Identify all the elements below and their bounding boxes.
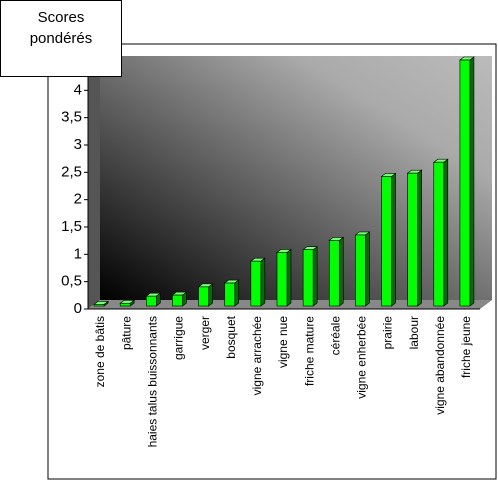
bar-side (234, 279, 240, 307)
bar-side (417, 169, 422, 307)
bar-front (328, 240, 340, 307)
bar-front (433, 161, 445, 307)
bar-front (146, 295, 157, 307)
y-tick-label: 2 (74, 191, 82, 208)
bar-front (381, 176, 392, 307)
bar-front (250, 260, 262, 307)
y-tick-label: 3 (74, 136, 82, 153)
x-tick-label: labour (407, 316, 421, 349)
x-tick-label: zone de bâtis (93, 316, 107, 387)
y-tick-label: 2,5 (61, 163, 82, 180)
bar-side (286, 248, 292, 307)
bar-front (198, 286, 209, 307)
bar-front (224, 282, 236, 307)
x-tick-label: vigne abandonnée (433, 316, 447, 415)
bar (223, 279, 240, 307)
bar (119, 299, 136, 307)
x-tick-label: vigne enherbée (355, 316, 369, 399)
bar (93, 300, 109, 307)
y-tick-label: 1 (74, 245, 82, 262)
bar-front (276, 252, 288, 307)
x-tick-label: céréale (328, 316, 342, 356)
bar-front (459, 59, 471, 307)
bar (432, 158, 449, 307)
x-tick-label: friche jeune (459, 316, 473, 378)
y-tick-label: 4 (74, 81, 82, 98)
x-tick-label: bosquet (224, 315, 238, 358)
x-tick-label: pâture (119, 316, 133, 350)
bar (380, 172, 397, 307)
bar-front (355, 234, 366, 307)
bar-side (208, 283, 213, 307)
bar-side (365, 231, 370, 307)
bar (145, 292, 162, 307)
bar-front (119, 302, 131, 307)
bar (302, 246, 319, 307)
bar (459, 56, 475, 307)
bar-side (469, 56, 475, 307)
bar (406, 169, 423, 307)
bar-side (443, 158, 449, 307)
bar-front (302, 249, 314, 307)
side-wall (88, 56, 100, 309)
title-box: Scores pondérés (0, 0, 122, 77)
bar (354, 231, 371, 307)
x-tick-label: verger (198, 316, 212, 350)
x-tick-label: vigne arrachée (250, 316, 264, 396)
bar (197, 283, 214, 307)
y-tick-label: 0 (74, 300, 82, 317)
y-tick-label: 1,5 (61, 218, 82, 235)
x-tick-label: prairie (381, 316, 395, 350)
x-tick-label: haies talus buissonnants (146, 316, 160, 447)
chart-title: Scores pondérés (29, 9, 93, 47)
bar-side (260, 257, 266, 307)
bar-side (312, 246, 318, 307)
back-wall (100, 56, 492, 300)
bar (171, 291, 188, 307)
y-tick-label: 0,5 (61, 273, 82, 290)
bar-front (172, 294, 183, 307)
bar-side (391, 172, 396, 307)
bar-side (338, 236, 344, 307)
bar (249, 257, 266, 307)
bar (276, 248, 292, 307)
bar (328, 236, 345, 307)
bar-front (407, 172, 418, 307)
y-tick-label: 3,5 (61, 109, 82, 126)
x-tick-label: friche mature (302, 316, 316, 386)
x-tick-label: garrigue (172, 316, 186, 360)
bar-front (93, 304, 105, 307)
x-tick-label: vigne nue (276, 316, 290, 368)
